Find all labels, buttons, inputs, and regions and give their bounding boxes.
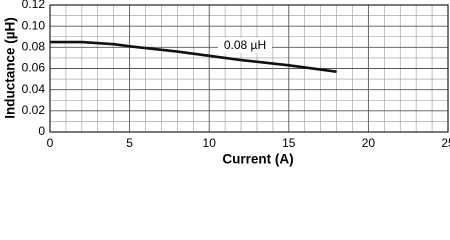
y-tick-label: 0.12 [22,0,46,11]
line [50,40,337,73]
annotation-bg [218,38,272,53]
y-tick-label: 0.06 [22,61,46,75]
chart: Current (A) Inductance (µH) 0 0.02 0.04 0.0… [3,0,450,167]
y-tick-label: 0 [38,124,45,138]
page: {"chart_data": {"type": "line", "x_label… [2,0,450,167]
x-tick-label: 20 [362,136,376,150]
y-tick-label: 0.02 [22,103,46,117]
x-tick-label: 15 [282,136,296,150]
y-axis-title: Inductance (µH) [3,17,18,119]
annotation: 0.08 µH [224,38,266,52]
plot-frame [49,4,449,133]
y-tick-label: 0.08 [22,40,46,54]
x-tick-label: 5 [126,136,133,150]
x-tick-label: 25 [441,136,450,150]
y-tick-label: 0.10 [22,18,46,32]
x-tick-label: 0 [47,136,54,150]
x-axis-title: Current (A) [222,152,293,167]
x-tick-label: 10 [203,136,217,150]
y-tick-label: 0.04 [22,82,46,96]
